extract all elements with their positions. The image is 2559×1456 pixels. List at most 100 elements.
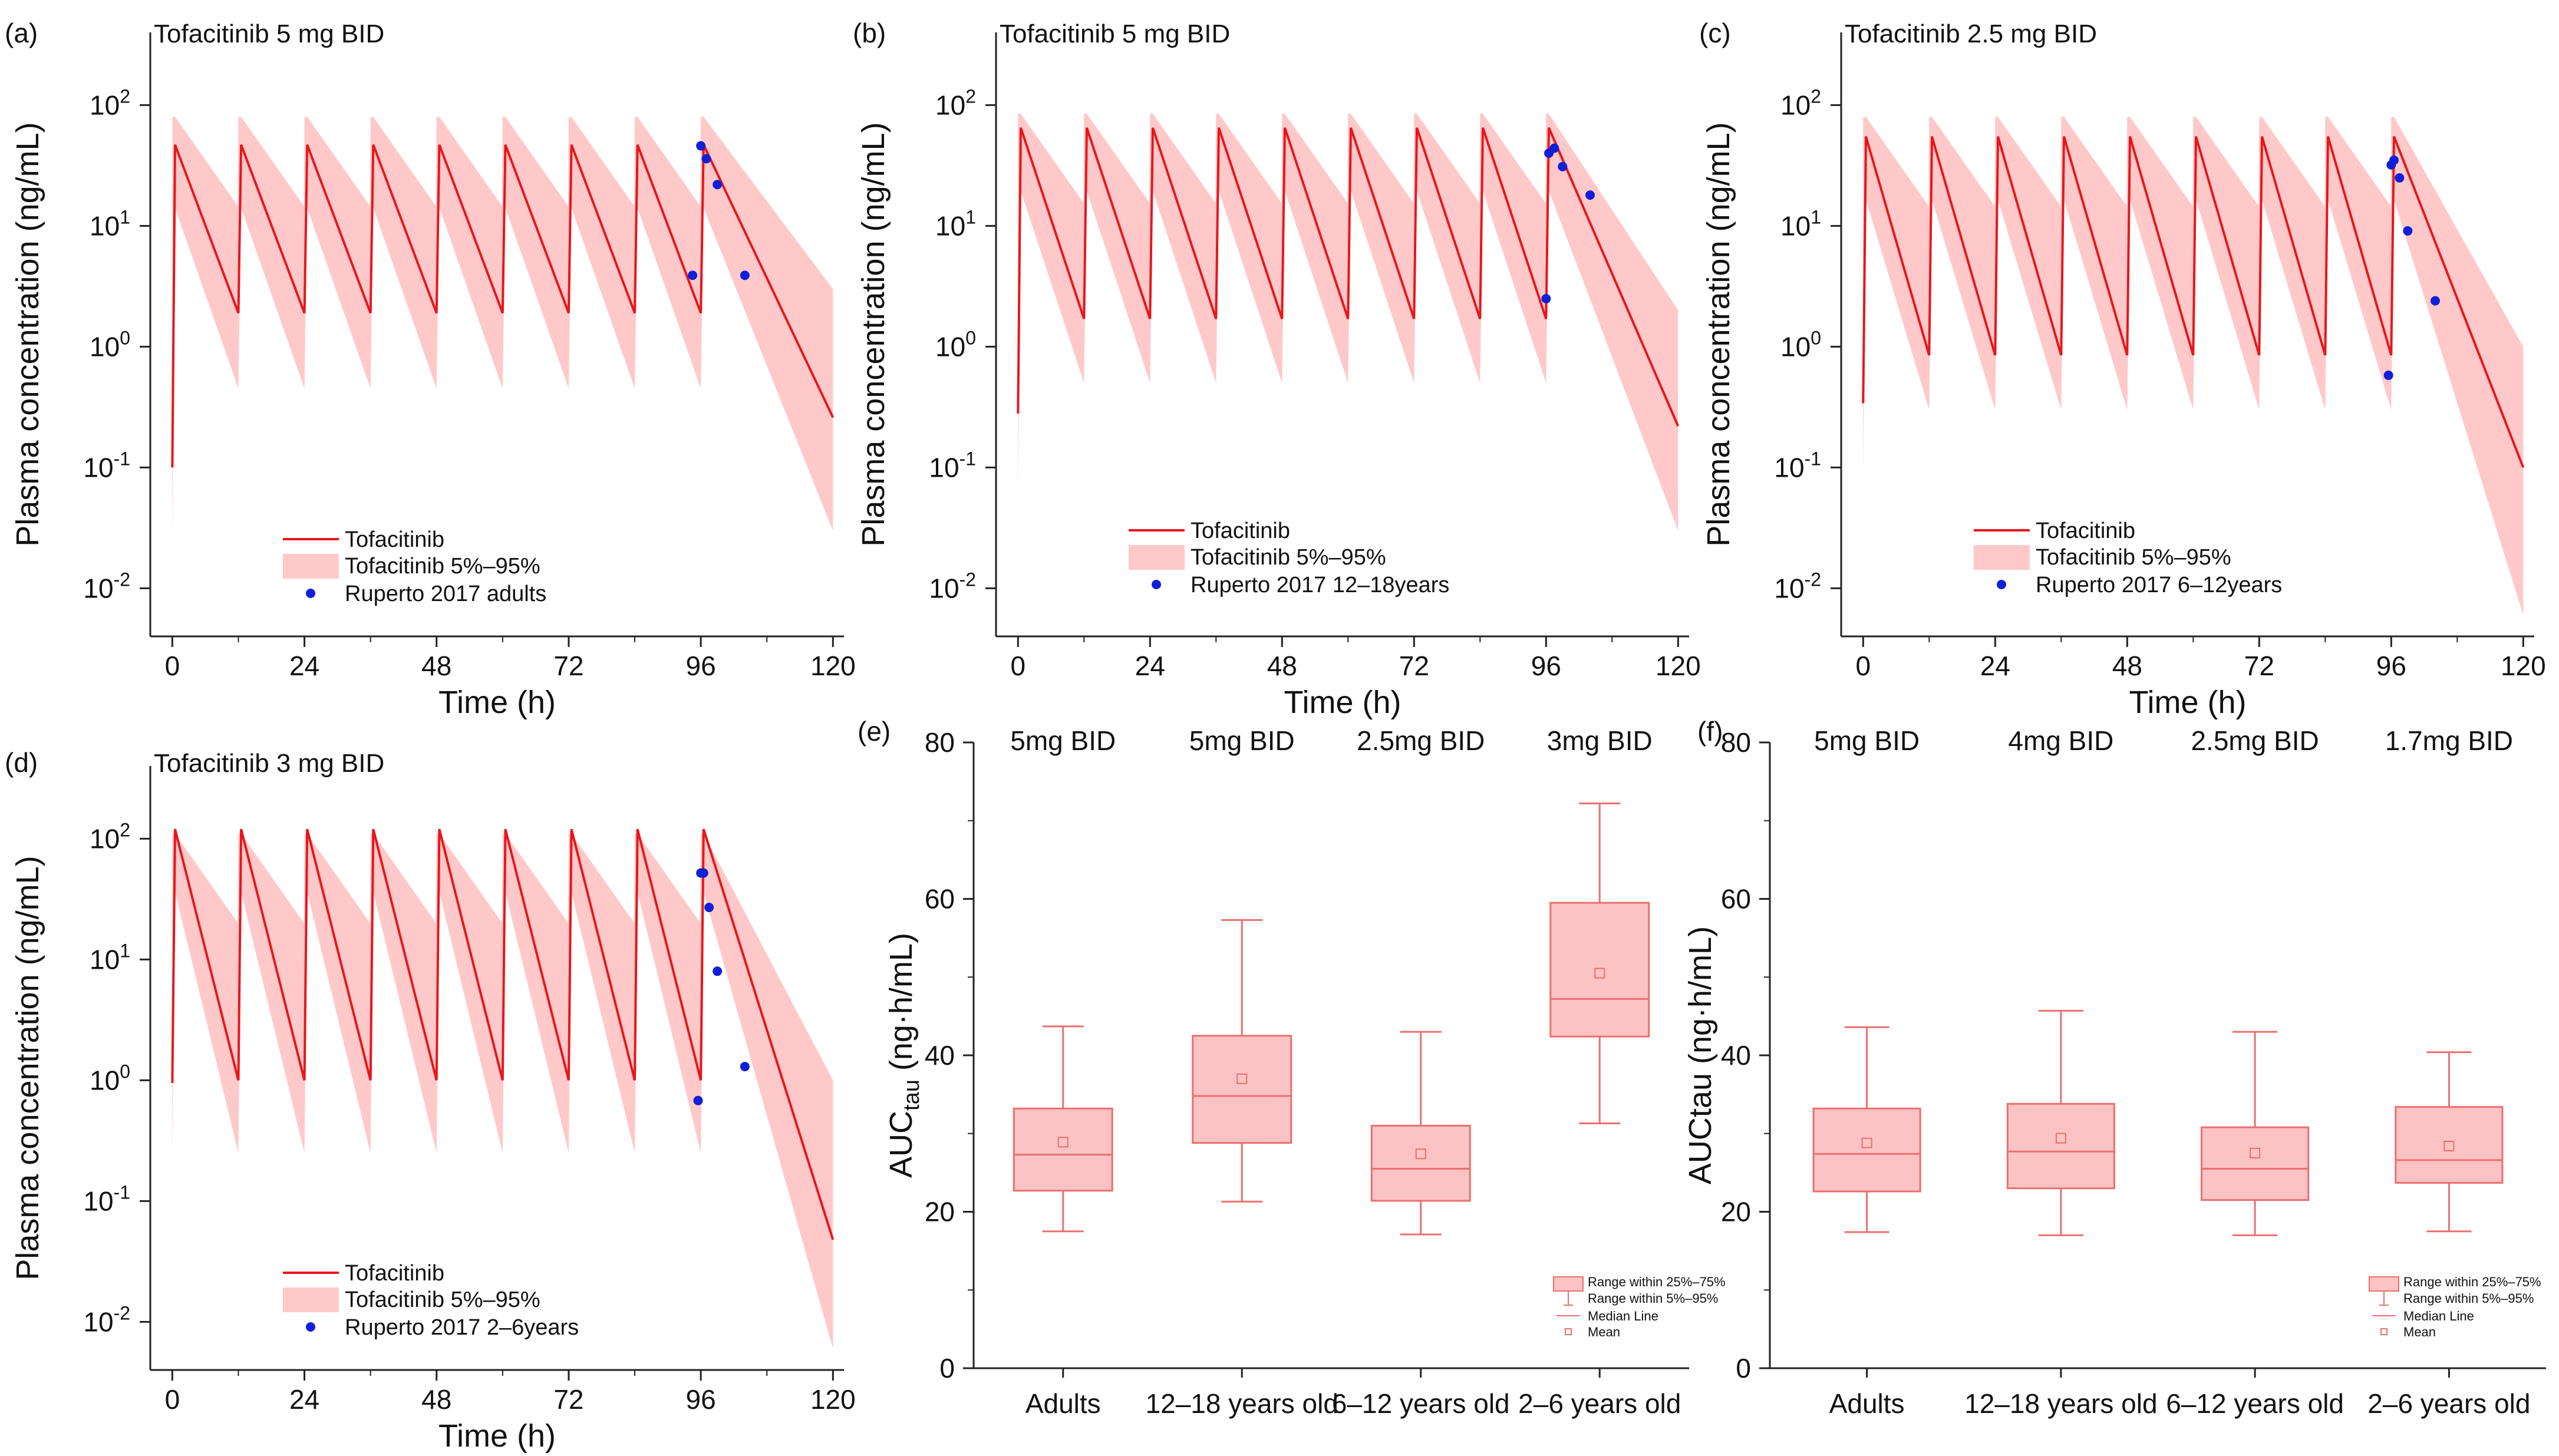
- legend-label: Tofacitinib: [2036, 519, 2135, 543]
- legend-label: Median Line: [2403, 1309, 2474, 1323]
- y-axis-title: Plasma concentration (ng/mL): [856, 122, 891, 546]
- legend-band-swatch: [1129, 545, 1185, 570]
- panel-label: (b): [853, 18, 886, 48]
- mean-marker: [1057, 1137, 1069, 1148]
- x-tick-label: 2–6 years old: [1518, 1388, 1681, 1419]
- y-tick-label: 10-2: [929, 569, 976, 603]
- x-tick-label: 72: [2244, 651, 2274, 681]
- prediction-interval-band: [172, 117, 833, 540]
- dose-label: 2.5mg BID: [1357, 725, 1485, 756]
- y-tick-label: 10-1: [83, 448, 130, 483]
- legend-label: Range within 5%–95%: [2403, 1291, 2534, 1306]
- panel-label: (a): [5, 18, 38, 48]
- x-tick-label: Adults: [1829, 1388, 1905, 1419]
- mean-marker: [1236, 1073, 1248, 1084]
- x-tick-label: 48: [1267, 651, 1297, 681]
- y-tick-label: 102: [90, 85, 130, 120]
- legend-label: Ruperto 2017 6–12years: [2036, 573, 2282, 597]
- legend-label: Range within 5%–95%: [1588, 1291, 1718, 1306]
- prediction-interval-band: [1018, 113, 1678, 531]
- panel-title: Tofacitinib 5 mg BID: [1000, 19, 1230, 48]
- legend-band-swatch: [1974, 545, 2030, 570]
- y-tick-label: 102: [90, 819, 130, 854]
- panel-label: (e): [858, 716, 891, 747]
- legend-mean-swatch: [1565, 1328, 1572, 1335]
- observed-point: [688, 270, 698, 280]
- y-tick-label: 60: [925, 884, 955, 914]
- legend-band-swatch: [283, 554, 339, 579]
- x-tick-label: 96: [686, 651, 716, 681]
- model-curve: [171, 144, 835, 468]
- x-tick-label: 12–18 years old: [1964, 1388, 2157, 1419]
- legend-label: Ruperto 2017 2–6years: [345, 1315, 579, 1340]
- legend-label: Tofacitinib: [1191, 519, 1290, 543]
- panel-label: (f): [1697, 716, 1723, 747]
- legend-label: Tofacitinib 5%–95%: [345, 1287, 540, 1312]
- y-tick-label: 10-2: [83, 1302, 130, 1337]
- observed-point: [2403, 226, 2413, 236]
- mean-marker: [2443, 1140, 2455, 1151]
- y-tick-label: 100: [90, 327, 130, 362]
- dose-label: 5mg BID: [1010, 725, 1116, 756]
- y-tick-label: 0: [1736, 1353, 1751, 1384]
- observed-point: [740, 1062, 750, 1072]
- observed-point: [1541, 293, 1551, 303]
- y-axis-title: Plasma concentration (ng/mL): [1701, 122, 1736, 546]
- y-tick-label: 80: [925, 727, 955, 758]
- panel-title: Tofacitinib 3 mg BID: [154, 749, 384, 778]
- legend-label: Ruperto 2017 adults: [345, 582, 546, 606]
- iqr-box: [1013, 1107, 1113, 1192]
- y-tick-label: 102: [935, 85, 976, 120]
- legend-label: Tofacitinib: [345, 1261, 444, 1286]
- mean-marker: [2055, 1133, 2066, 1144]
- y-tick-label: 102: [1780, 85, 1821, 120]
- legend-point-swatch: [1997, 580, 2006, 589]
- x-tick-label: 96: [686, 1384, 716, 1415]
- prediction-interval-band: [1863, 117, 2524, 615]
- y-tick-label: 100: [935, 327, 976, 362]
- model-curve: [171, 828, 835, 1240]
- y-tick-label: 101: [90, 940, 130, 975]
- x-tick-label: 120: [1656, 651, 1701, 681]
- iqr-box: [2201, 1126, 2310, 1201]
- x-tick-label: 24: [1980, 651, 2010, 681]
- legend-label: Ruperto 2017 12–18years: [1191, 573, 1449, 597]
- y-axis-title: AUCtau (ng·h/mL): [883, 933, 924, 1178]
- observed-point: [2431, 296, 2440, 306]
- x-tick-label: 24: [289, 651, 319, 681]
- legend-point-swatch: [1152, 580, 1161, 589]
- iqr-box: [1549, 902, 1650, 1038]
- observed-point: [2395, 173, 2405, 183]
- x-tick-label: 0: [1856, 651, 1871, 681]
- mean-marker: [1415, 1148, 1426, 1160]
- y-tick-label: 40: [925, 1040, 955, 1071]
- y-tick-label: 10-1: [1774, 448, 1821, 483]
- x-tick-label: 96: [1531, 651, 1561, 681]
- iqr-box: [1812, 1107, 1921, 1193]
- x-axis-title: Time (h): [2129, 685, 2247, 720]
- x-tick-label: Adults: [1025, 1388, 1101, 1419]
- x-tick-label: 12–18 years old: [1146, 1388, 1338, 1419]
- y-tick-label: 101: [90, 206, 130, 241]
- x-tick-label: 48: [421, 1384, 451, 1415]
- observed-point: [693, 1095, 703, 1105]
- model-curve: [1017, 127, 1680, 427]
- observed-point: [740, 270, 750, 280]
- observed-point: [1558, 161, 1568, 171]
- observed-point: [1585, 190, 1595, 200]
- mean-marker: [1861, 1137, 1872, 1148]
- legend-label: Tofacitinib 5%–95%: [1191, 545, 1386, 570]
- x-tick-label: 24: [1135, 651, 1165, 681]
- x-tick-label: 120: [810, 651, 856, 681]
- observed-point: [701, 154, 711, 164]
- iqr-box: [1192, 1035, 1292, 1144]
- dose-label: 4mg BID: [2008, 725, 2113, 756]
- x-axis-title: Time (h): [438, 685, 556, 720]
- x-tick-label: 72: [553, 1384, 583, 1415]
- panel-title: Tofacitinib 5 mg BID: [154, 19, 384, 48]
- x-tick-label: 6–12 years old: [2166, 1388, 2344, 1419]
- legend-label: Tofacitinib 5%–95%: [2036, 545, 2231, 570]
- legend-band-swatch: [283, 1287, 339, 1312]
- observed-point: [698, 868, 708, 878]
